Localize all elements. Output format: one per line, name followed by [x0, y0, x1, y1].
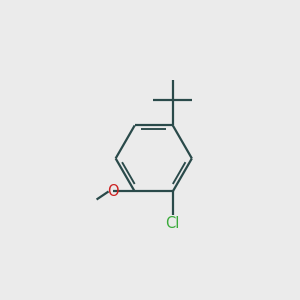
Text: O: O — [107, 184, 118, 199]
Text: Cl: Cl — [166, 216, 180, 231]
